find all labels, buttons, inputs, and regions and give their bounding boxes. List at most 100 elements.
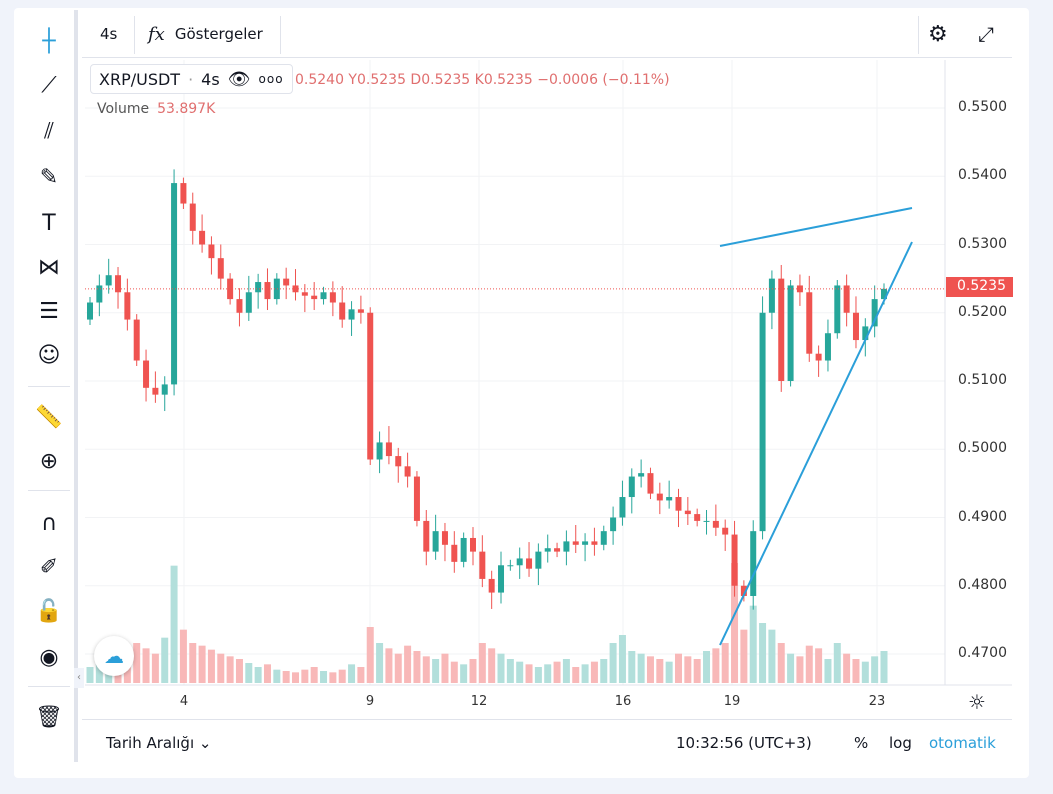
candle-body [871, 299, 878, 327]
candle-body [544, 548, 551, 552]
clock[interactable]: 10:32:56 (UTC+3) [676, 734, 812, 752]
percent-toggle[interactable]: % [854, 734, 869, 752]
candle-body [376, 442, 383, 460]
volume-bar [151, 653, 159, 683]
candle-body [367, 312, 374, 460]
candle-body [133, 319, 140, 361]
candle-body [526, 558, 533, 569]
volume-bar [189, 643, 197, 683]
current-price-badge: 0.5235 [946, 277, 1013, 297]
time-tick-label: 16 [614, 694, 632, 709]
tradingview-logo-icon[interactable]: ☁ [94, 636, 134, 676]
volume-bar [871, 656, 879, 683]
brush-icon[interactable]: ✎ [39, 164, 59, 190]
volume-bar [226, 656, 234, 683]
candle-body [843, 285, 850, 313]
magnet-icon[interactable]: ∩ [40, 510, 58, 536]
candle-body [245, 292, 252, 313]
symbol-legend[interactable]: XRP/USDT · 4s 👁 ooo [90, 64, 293, 94]
candle-body [712, 520, 719, 528]
settings-icon[interactable]: ⚙ [928, 21, 948, 47]
auto-scale-toggle[interactable]: otomatik [929, 734, 996, 752]
trend-line-icon[interactable]: ⟋ [41, 72, 57, 98]
eye-icon[interactable]: 👁 [227, 68, 251, 90]
candle-body [339, 302, 346, 320]
emoji-icon[interactable]: ☺ [37, 342, 61, 368]
axis-settings-icon[interactable]: ☼ [968, 690, 986, 714]
candle-body [731, 534, 738, 586]
log-toggle[interactable]: log [889, 734, 912, 752]
price-tick-label: 0.5100 [958, 372, 1007, 388]
volume-bar [759, 623, 767, 683]
prediction-icon[interactable]: ☰ [39, 298, 59, 324]
volume-bar [562, 659, 570, 683]
candle-body [105, 275, 112, 286]
eye-icon[interactable]: ◉ [39, 644, 59, 670]
price-tick-label: 0.4800 [958, 576, 1007, 593]
candle-body [656, 493, 663, 501]
indicators-button[interactable]: fx Göstergeler [148, 10, 263, 58]
collapse-toolbar-icon[interactable]: ‹ [74, 668, 84, 688]
candle-body [441, 531, 448, 545]
fullscreen-icon[interactable]: ⤢ [978, 22, 994, 46]
time-tick-label: 19 [723, 694, 741, 709]
volume-bar [432, 659, 440, 683]
crosshair-icon[interactable]: ┼ [42, 28, 56, 54]
volume-bar [245, 663, 253, 683]
candle-body [273, 278, 280, 300]
time-tick-label: 23 [868, 694, 886, 709]
pitchfork-icon[interactable]: ⫽ [44, 118, 54, 144]
date-range-button[interactable]: Tarih Aralığı ⌄ [106, 734, 211, 752]
ruler-icon[interactable]: 📏 [35, 404, 63, 430]
lock-drawing-icon[interactable]: ✐ [39, 554, 59, 580]
candle-body [320, 292, 327, 300]
candle-body [852, 312, 859, 341]
candle-body [806, 292, 813, 354]
zoom-in-icon[interactable]: ⊕ [39, 448, 59, 474]
lock-icon[interactable]: 🔓 [35, 598, 63, 624]
candle-body [423, 520, 430, 552]
volume-bar [329, 672, 337, 683]
interval-button[interactable]: 4s [100, 25, 118, 43]
trend-line-upper [719, 207, 913, 247]
candle-body [236, 299, 243, 313]
volume-bar [385, 648, 393, 683]
volume-bar [170, 565, 178, 683]
candle-body [395, 456, 402, 467]
volume-bar [198, 645, 206, 683]
volume-legend: Volume 53.897K [97, 101, 215, 117]
volume-bar [534, 667, 542, 683]
candle-body [628, 476, 635, 498]
volume-bar [600, 659, 608, 683]
volume-bar [133, 643, 141, 683]
candle-body [171, 183, 178, 385]
candle-body [488, 578, 495, 593]
candle-body [385, 442, 392, 457]
volume-bar [394, 653, 402, 683]
candle-body [301, 292, 308, 296]
volume-bar [301, 669, 309, 683]
price-tick-label: 0.4700 [958, 645, 1007, 661]
volume-bar [460, 664, 468, 683]
pattern-icon[interactable]: ⋈ [38, 254, 60, 280]
volume-bar [217, 653, 225, 683]
candle-body [610, 517, 617, 532]
candle-body [143, 360, 150, 388]
volume-bar [488, 648, 496, 683]
candle-body [694, 514, 701, 521]
candle-body [217, 258, 224, 279]
time-tick-label: 4 [179, 694, 189, 709]
time-tick-label: 9 [365, 694, 375, 709]
volume-bar [646, 656, 654, 683]
candle-body [329, 292, 336, 303]
candle-body [264, 282, 271, 300]
trend-line-lower [719, 241, 913, 646]
trash-icon[interactable]: 🗑 [35, 704, 63, 730]
more-icon[interactable]: ooo [258, 72, 284, 86]
text-icon[interactable]: T [42, 210, 56, 236]
volume-bar [749, 605, 757, 683]
volume-bar [469, 659, 477, 683]
candle-body [666, 497, 673, 501]
bottom-toolbar: Tarih Aralığı ⌄ 10:32:56 (UTC+3) % log o… [82, 719, 1012, 765]
